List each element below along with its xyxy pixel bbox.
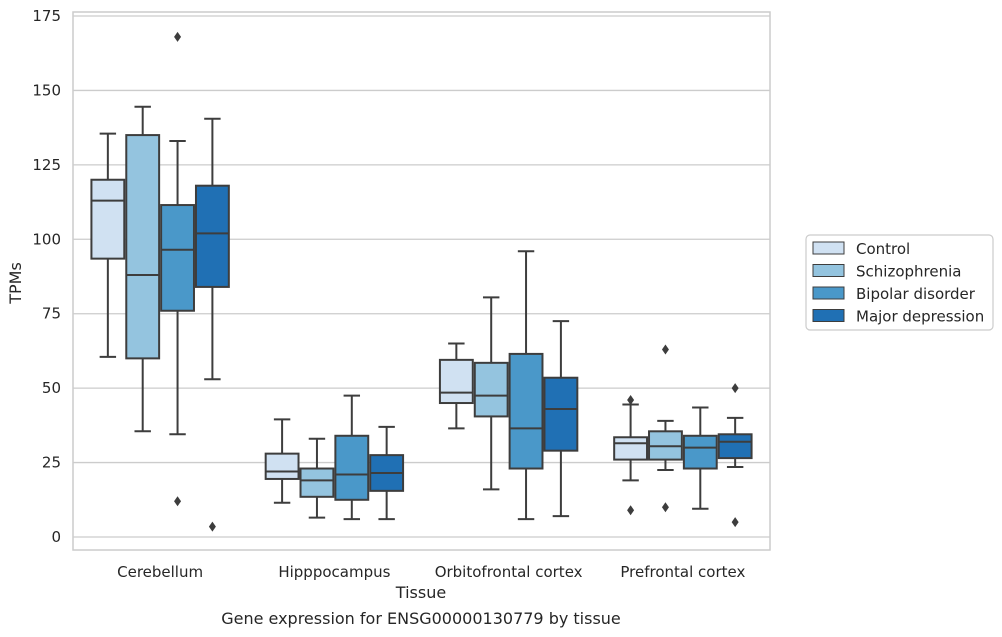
y-tick-label: 150 xyxy=(32,81,61,99)
box-bipolar-disorder xyxy=(682,406,718,510)
box-control xyxy=(264,418,300,504)
legend-label: Control xyxy=(856,240,910,258)
x-tick-label: Cerebellum xyxy=(117,563,203,581)
y-tick-label: 50 xyxy=(42,379,61,397)
box-bipolar-disorder xyxy=(334,394,370,521)
box-bipolar-disorder xyxy=(160,31,195,507)
iqr-box xyxy=(613,436,649,461)
legend-swatch xyxy=(812,286,845,300)
outlier-point xyxy=(627,505,635,516)
x-tick-label: Prefrontal cortex xyxy=(620,563,745,581)
outlier-point xyxy=(208,521,216,532)
box-schizophrenia xyxy=(473,296,509,491)
iqr-box xyxy=(543,376,579,452)
box-schizophrenia xyxy=(648,344,683,513)
iqr-box xyxy=(334,434,370,501)
box-control xyxy=(90,132,126,358)
iqr-box xyxy=(194,184,230,288)
legend-label: Major depression xyxy=(856,308,984,326)
plot-frame xyxy=(72,11,771,551)
y-tick-label: 25 xyxy=(42,454,61,472)
legend-label: Schizophrenia xyxy=(856,263,961,281)
box-major-depression xyxy=(194,117,230,532)
outlier-point xyxy=(174,496,182,507)
x-tick-label: Orbitofrontal cortex xyxy=(435,563,583,581)
box-major-depression xyxy=(369,425,405,521)
iqr-box xyxy=(682,434,718,470)
y-tick-label: 175 xyxy=(32,7,61,25)
iqr-box xyxy=(90,178,126,260)
legend: Control Schizophrenia Bipolar disorder Majo… xyxy=(805,234,994,331)
outlier-point xyxy=(627,395,635,406)
iqr-box xyxy=(299,467,335,498)
iqr-box xyxy=(438,358,474,405)
chart-caption: Gene expression for ENSG00000130779 by t… xyxy=(221,609,621,628)
legend-label: Bipolar disorder xyxy=(856,285,976,303)
outlier-point xyxy=(661,502,669,513)
iqr-box xyxy=(160,204,195,312)
x-axis-label: Tissue xyxy=(395,583,446,602)
box-control xyxy=(613,395,649,516)
x-axis-ticks: Cerebellum Hipppocampus Orbitofrontal cort… xyxy=(117,563,745,581)
y-tick-label: 0 xyxy=(51,528,61,546)
legend-swatch xyxy=(812,264,845,277)
box-major-depression xyxy=(543,320,579,518)
y-tick-label: 100 xyxy=(32,230,61,248)
legend-swatch xyxy=(812,309,845,322)
y-axis-ticks: 0 25 50 75 100 125 150 175 xyxy=(32,7,61,546)
legend-swatch xyxy=(812,241,845,255)
box-major-depression xyxy=(717,383,753,528)
iqr-box xyxy=(508,352,544,470)
box-schizophrenia xyxy=(125,105,161,433)
iqr-box xyxy=(717,433,753,460)
y-tick-label: 125 xyxy=(32,156,61,174)
iqr-box xyxy=(125,134,161,360)
y-axis-label: TPMs xyxy=(6,262,25,305)
outlier-point xyxy=(731,517,739,528)
box-schizophrenia xyxy=(299,437,335,519)
y-tick-label: 75 xyxy=(42,305,61,323)
x-tick-label: Hipppocampus xyxy=(278,563,390,581)
box-plots xyxy=(90,31,753,532)
iqr-box xyxy=(473,361,509,418)
legend-frame xyxy=(805,234,994,331)
box-control xyxy=(438,342,474,430)
box-bipolar-disorder xyxy=(508,250,544,521)
outlier-point xyxy=(731,383,739,394)
outlier-point xyxy=(174,31,182,42)
iqr-box xyxy=(264,452,300,480)
outlier-point xyxy=(661,344,669,355)
